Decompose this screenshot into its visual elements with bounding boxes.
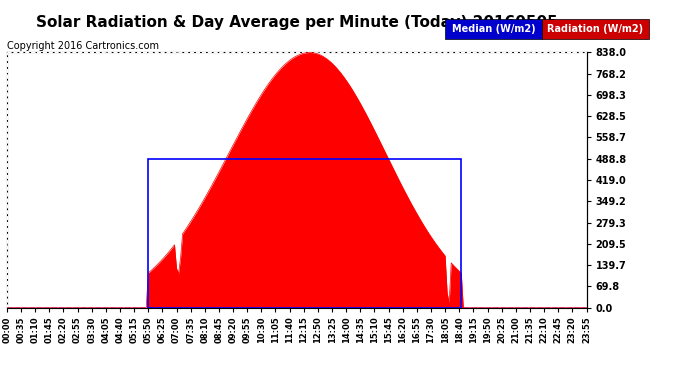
- Bar: [148, 159, 462, 308]
- Text: Radiation (W/m2): Radiation (W/m2): [547, 24, 643, 34]
- Text: Median (W/m2): Median (W/m2): [451, 24, 535, 34]
- Text: Solar Radiation & Day Average per Minute (Today) 20160505: Solar Radiation & Day Average per Minute…: [36, 15, 558, 30]
- Text: Copyright 2016 Cartronics.com: Copyright 2016 Cartronics.com: [7, 41, 159, 51]
